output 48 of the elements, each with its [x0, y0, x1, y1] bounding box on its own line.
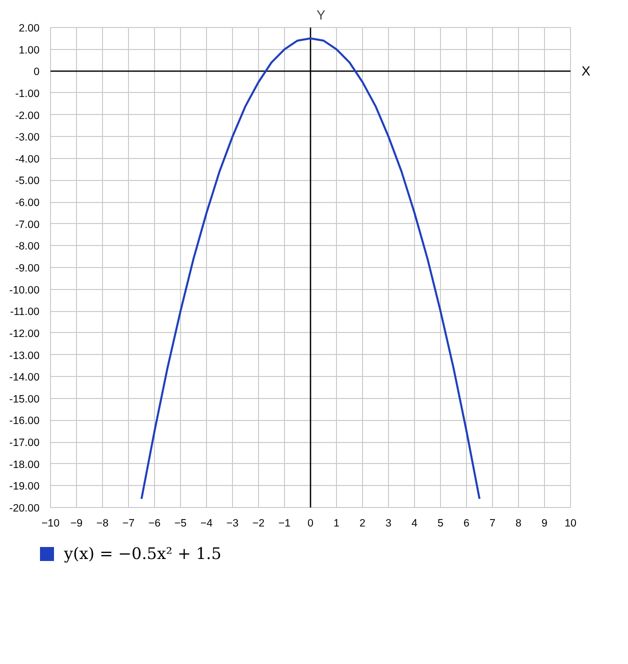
- y-tick-label: -8.00: [15, 240, 40, 253]
- line-series: [140, 37, 480, 500]
- y-tick-label: -2.00: [15, 110, 40, 122]
- y-tick-label: 0: [34, 66, 40, 78]
- x-tick-label: 3: [386, 518, 392, 530]
- x-axis-title: X: [582, 64, 590, 79]
- legend-label: y(x) = −0.5x² + 1.5: [64, 544, 222, 563]
- x-tick-label: −1: [278, 518, 291, 530]
- x-tick-label: 8: [516, 518, 522, 530]
- x-tick-label: −10: [41, 518, 60, 530]
- x-tick-label: −6: [148, 518, 161, 530]
- x-tick-label: 10: [564, 518, 576, 530]
- y-tick-label: -18.00: [9, 458, 40, 471]
- y-tick-label: -19.00: [9, 480, 40, 493]
- x-tick-label: 2: [360, 518, 366, 530]
- y-tick-label: -9.00: [15, 262, 40, 274]
- y-tick-label: -14.00: [9, 372, 40, 384]
- y-tick-label: -15.00: [9, 393, 40, 406]
- y-tick-label: -13.00: [9, 350, 40, 362]
- x-tick-label: −4: [200, 518, 213, 530]
- y-axis-title: Y: [316, 8, 326, 22]
- x-tick-label: 4: [412, 518, 418, 530]
- x-tick-label: 9: [542, 518, 548, 530]
- y-tick-label: -17.00: [9, 437, 40, 450]
- x-tick-label: −5: [174, 518, 187, 530]
- x-tick-label: −9: [70, 518, 83, 530]
- y-tick-label: -10.00: [9, 284, 40, 296]
- y-tick-label: -1.00: [15, 88, 40, 100]
- x-tick-label: 1: [334, 518, 340, 530]
- x-tick-label: 5: [438, 518, 444, 530]
- y-tick-label: -16.00: [9, 415, 40, 428]
- x-tick-label: 0: [308, 518, 314, 530]
- x-tick-label: 6: [464, 518, 470, 530]
- x-tick-label: −2: [252, 518, 265, 530]
- y-tick-label: -20.00: [9, 502, 40, 514]
- y-tick-label: -6.00: [15, 197, 40, 210]
- y-tick-label: -5.00: [15, 175, 40, 188]
- y-tick-label: -4.00: [15, 153, 40, 166]
- y-tick-label: -12.00: [9, 328, 40, 340]
- y-tick-label: 1.00: [18, 44, 40, 56]
- y-tick-label: -7.00: [15, 218, 40, 231]
- x-tick-label: −7: [122, 518, 135, 530]
- x-tick-label: −3: [226, 518, 239, 530]
- x-tick-label: −8: [96, 518, 109, 530]
- y-tick-label: -11.00: [10, 306, 40, 318]
- y-tick-label: -3.00: [15, 132, 40, 144]
- y-tick-label: 2.00: [18, 22, 40, 34]
- x-tick-label: 7: [490, 518, 496, 530]
